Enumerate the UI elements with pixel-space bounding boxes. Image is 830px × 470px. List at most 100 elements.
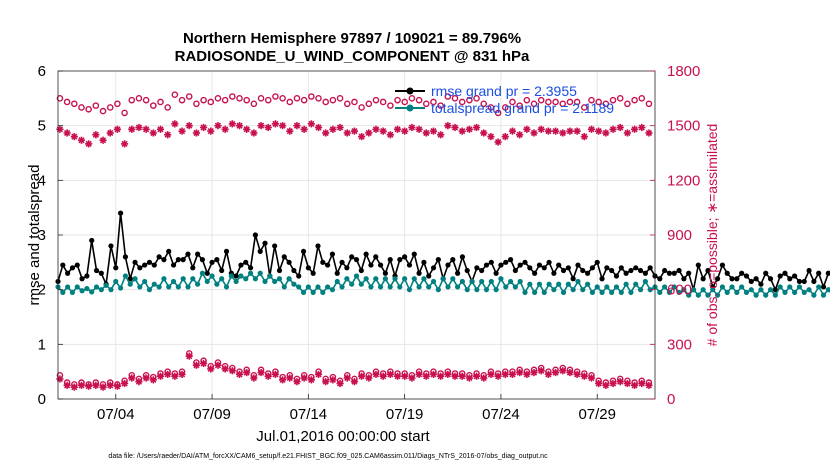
assimilated-point-stroke [286, 374, 293, 382]
totalspread-point [435, 287, 441, 293]
totalspread-point [584, 281, 591, 287]
possible-point [99, 107, 107, 115]
assimilated-point-stroke [423, 129, 430, 137]
x-tick-label: 07/24 [482, 406, 520, 423]
rmse-point [820, 284, 827, 290]
assimilated-point-stroke [545, 371, 552, 378]
assimilated-point-stroke [487, 371, 495, 378]
assimilated-point [602, 381, 610, 389]
rmse-point [117, 210, 124, 216]
possible-point [494, 109, 502, 117]
totalspread-point [570, 287, 576, 293]
possible-point [106, 104, 114, 111]
series-totalspread [55, 270, 830, 298]
totalspread-point [671, 284, 677, 290]
totalspread-point [700, 287, 706, 293]
totalspread-point [589, 289, 596, 295]
assimilated-point [56, 125, 64, 133]
assimilated-point-stroke [645, 382, 653, 389]
totalspread-point [676, 289, 682, 295]
totalspread-point [517, 278, 523, 285]
rmse-point [479, 267, 485, 274]
possible-point [214, 95, 222, 102]
y-tick-label: 4 [38, 172, 46, 189]
rmse-point [252, 232, 258, 238]
totalspread-point [532, 289, 538, 295]
possible-point [466, 96, 473, 104]
assimilated-point [358, 133, 366, 141]
rmse-point [142, 262, 148, 268]
assimilated-point [587, 374, 596, 382]
totalspread-point [243, 276, 249, 282]
series-layer [55, 91, 830, 391]
totalspread-point [662, 284, 668, 290]
legend-spread-marker [406, 104, 414, 112]
rmse-point [195, 251, 201, 257]
assimilated-point [393, 372, 402, 380]
assimilated-point-stroke [631, 382, 638, 389]
rmse-point [151, 262, 157, 268]
totalspread-point [666, 289, 673, 295]
assimilated-point-stroke [135, 124, 143, 131]
assimilated-point [149, 376, 157, 384]
possible-point [63, 98, 71, 106]
assimilated-point-stroke [365, 374, 372, 382]
rmse-point [560, 267, 567, 274]
assimilated-point [630, 381, 639, 389]
rmse-point [599, 276, 605, 282]
assimilated-point-stroke [272, 371, 279, 378]
totalspread-point [724, 289, 730, 295]
assimilated-point [623, 379, 632, 388]
legend: rmse grand pr = 2.3955 totalspread grand… [395, 83, 614, 116]
assimilated-point-stroke [222, 365, 229, 373]
rmse-point [69, 265, 76, 271]
rmse-point [792, 273, 798, 279]
assimilated-point [422, 129, 430, 137]
assimilated-point [401, 372, 409, 380]
rmse-point [166, 248, 172, 254]
rmse-point [113, 265, 119, 271]
assimilated-point [171, 120, 179, 128]
possible-point [293, 95, 301, 102]
possible-point [566, 98, 574, 106]
assimilated-point-stroke [150, 129, 157, 137]
possible-point [185, 93, 193, 100]
rmse-point [146, 259, 153, 265]
totalspread-point [450, 276, 456, 282]
assimilated-point [566, 127, 574, 135]
rmse-point [411, 251, 417, 257]
rmse-point [281, 254, 287, 260]
assimilated-point-stroke [624, 129, 631, 137]
possible-point [458, 98, 466, 106]
assimilated-point-stroke [631, 126, 638, 133]
rmse-point [806, 267, 812, 274]
rmse-point [329, 251, 336, 257]
assimilated-point-stroke [329, 126, 337, 133]
totalspread-point [98, 287, 104, 293]
footnote: data file: /Users/raeder/DAI/ATM_forcXX/… [108, 453, 548, 460]
rmse-point [373, 254, 379, 260]
possible-point [559, 100, 567, 108]
assimilated-point-stroke [279, 122, 286, 129]
rmse-point [175, 257, 181, 263]
assimilated-point-stroke [638, 380, 645, 387]
assimilated-point [638, 123, 646, 132]
assimilated-point [279, 376, 287, 384]
assimilated-point [199, 123, 208, 132]
rmse-point [628, 267, 634, 274]
rmse-point [199, 257, 206, 263]
assimilated-point [228, 367, 236, 375]
rmse-point [127, 276, 133, 282]
possible-point [78, 104, 85, 111]
rmse-point [363, 251, 369, 257]
assimilated-point [343, 129, 351, 137]
rmse-point [122, 254, 129, 260]
assimilated-point [85, 140, 93, 148]
assimilated-point-stroke [387, 131, 394, 138]
assimilated-point [120, 379, 129, 388]
rmse-point [584, 270, 591, 276]
x-tick-label: 07/29 [578, 406, 616, 423]
rmse-point [243, 259, 249, 265]
rmse-point [402, 254, 408, 260]
assimilated-point [393, 125, 402, 133]
